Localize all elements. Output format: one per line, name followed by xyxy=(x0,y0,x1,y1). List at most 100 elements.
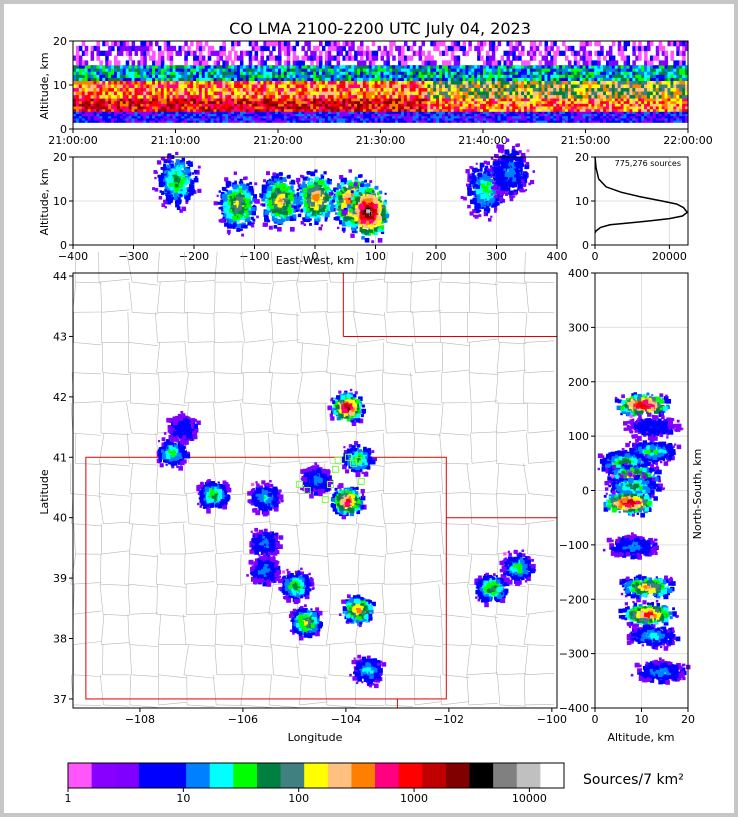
time-height-cell xyxy=(485,87,490,92)
time-height-cell xyxy=(638,74,642,78)
time-height-cell xyxy=(380,65,385,69)
time-height-cell xyxy=(193,84,197,89)
time-height-cell xyxy=(105,120,109,123)
time-height-cell xyxy=(509,108,513,112)
time-height-cell xyxy=(119,68,124,72)
time-height-cell xyxy=(295,60,300,66)
time-height-cell xyxy=(210,113,215,117)
time-height-cell xyxy=(403,103,408,107)
time-height-cell xyxy=(116,65,121,69)
time-height-cell xyxy=(465,100,469,104)
time-height-cell xyxy=(333,80,338,85)
time-height-cell xyxy=(96,113,100,117)
time-height-cell xyxy=(603,87,607,92)
time-height-cell xyxy=(333,106,338,110)
time-height-cell xyxy=(559,84,563,89)
time-height-cell xyxy=(81,111,86,114)
time-height-cell xyxy=(354,65,358,69)
time-height-cell xyxy=(386,98,390,102)
time-height-cell xyxy=(497,71,502,75)
time-height-cell xyxy=(283,45,288,52)
time-height-cell xyxy=(292,106,297,110)
time-height-cell xyxy=(263,45,267,52)
time-height-cell xyxy=(374,94,379,99)
time-height-cell xyxy=(365,118,370,121)
time-height-cell xyxy=(389,108,393,112)
time-height-cell xyxy=(415,65,420,69)
time-height-cell xyxy=(620,100,625,104)
time-height-cell xyxy=(389,111,393,114)
time-height-cell xyxy=(638,91,642,96)
time-height-cell xyxy=(140,80,144,85)
time-height-cell xyxy=(374,106,379,110)
time-height-cell xyxy=(603,108,607,112)
time-height-cell xyxy=(606,106,610,110)
time-height-cell xyxy=(266,41,270,47)
time-height-cell xyxy=(415,68,420,72)
time-height-cell xyxy=(649,84,654,89)
time-height-cell xyxy=(553,68,557,72)
time-height-cell xyxy=(582,50,587,56)
time-height-cell xyxy=(207,80,212,85)
time-height-cell xyxy=(219,118,223,121)
time-height-cell xyxy=(260,68,264,72)
time-height-cell xyxy=(196,41,200,47)
time-height-cell xyxy=(371,118,376,121)
time-height-cell xyxy=(280,111,285,114)
time-height-cell xyxy=(403,84,408,89)
time-height-cell xyxy=(333,87,338,92)
time-height-cell xyxy=(228,108,232,112)
time-height-cell xyxy=(480,45,484,52)
time-height-cell xyxy=(433,100,437,104)
time-height-cell xyxy=(351,74,355,78)
time-height-cell xyxy=(383,118,387,121)
time-height-cell xyxy=(406,115,411,119)
time-height-cell xyxy=(529,50,534,56)
time-height-cell xyxy=(591,71,595,75)
time-height-cell xyxy=(178,118,182,121)
time-height-cell xyxy=(137,65,141,69)
time-height-cell xyxy=(638,94,642,99)
time-height-cell xyxy=(562,113,566,117)
time-height-cell xyxy=(377,91,382,96)
time-height-cell xyxy=(266,55,270,61)
time-height-cell xyxy=(383,106,387,110)
time-height-cell xyxy=(260,115,264,119)
time-height-cell xyxy=(664,98,669,102)
time-height-cell xyxy=(333,68,338,72)
time-height-cell xyxy=(620,84,625,89)
time-height-cell xyxy=(664,68,669,72)
time-height-cell xyxy=(187,115,191,119)
time-height-cell xyxy=(128,108,133,112)
time-height-cell xyxy=(330,80,335,85)
time-height-cell xyxy=(570,65,575,69)
time-height-cell xyxy=(181,65,185,69)
time-height-cell xyxy=(81,50,86,56)
time-height-cell xyxy=(184,41,188,47)
time-height-cell xyxy=(298,120,303,123)
time-height-cell xyxy=(184,108,188,112)
time-height-cell xyxy=(351,113,355,117)
time-height-cell xyxy=(670,100,674,104)
time-height-cell xyxy=(524,84,528,89)
time-height-cell xyxy=(155,74,159,78)
time-height-cell xyxy=(503,108,508,112)
time-height-cell xyxy=(263,113,267,117)
time-height-cell xyxy=(462,45,467,52)
time-height-cell xyxy=(442,68,446,72)
time-height-cell xyxy=(535,108,540,112)
time-height-cell xyxy=(242,91,247,96)
time-height-cell xyxy=(392,68,396,72)
time-height-cell xyxy=(541,108,546,112)
time-height-cell xyxy=(538,80,543,85)
time-height-cell xyxy=(119,87,124,92)
time-height-cell xyxy=(406,77,411,81)
time-height-cell xyxy=(345,106,349,110)
time-height-cell xyxy=(371,120,376,123)
time-height-cell xyxy=(280,68,285,72)
time-height-cell xyxy=(119,98,124,102)
time-height-cell xyxy=(553,80,557,85)
time-height-cell xyxy=(128,100,133,104)
time-height-cell xyxy=(143,80,147,85)
time-height-cell xyxy=(512,77,516,81)
